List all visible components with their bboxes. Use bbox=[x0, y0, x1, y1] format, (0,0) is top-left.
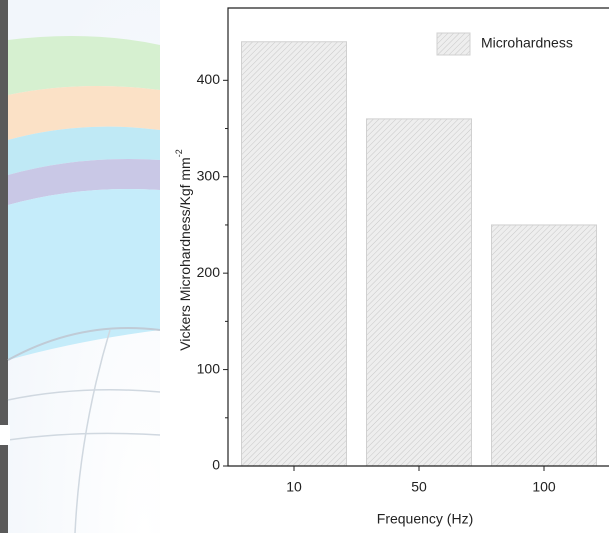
legend-swatch bbox=[437, 33, 470, 55]
y-tick-label: 200 bbox=[197, 264, 221, 280]
y-axis-label-text: Vickers Microhardness/Kgf mm bbox=[177, 157, 193, 350]
y-axis-label: Vickers Microhardness/Kgf mm-2 bbox=[174, 149, 192, 350]
y-tick-label: 100 bbox=[197, 360, 221, 376]
x-tick-label: 10 bbox=[286, 479, 302, 495]
bar bbox=[367, 119, 472, 466]
y-tick-label: 300 bbox=[197, 167, 221, 183]
x-tick-label: 50 bbox=[411, 479, 427, 495]
y-axis-label-superscript: -2 bbox=[174, 149, 184, 157]
x-axis-label: Frequency (Hz) bbox=[377, 511, 473, 527]
legend-label: Microhardness bbox=[481, 35, 573, 51]
bar bbox=[242, 42, 347, 466]
y-tick-label: 0 bbox=[212, 457, 220, 473]
y-tick-label: 400 bbox=[197, 71, 221, 87]
background-decoration bbox=[0, 0, 160, 533]
x-tick-label: 100 bbox=[532, 479, 556, 495]
bar bbox=[492, 225, 597, 466]
page: Vickers Microhardness/Kgf mm-2 Frequency… bbox=[0, 0, 609, 533]
